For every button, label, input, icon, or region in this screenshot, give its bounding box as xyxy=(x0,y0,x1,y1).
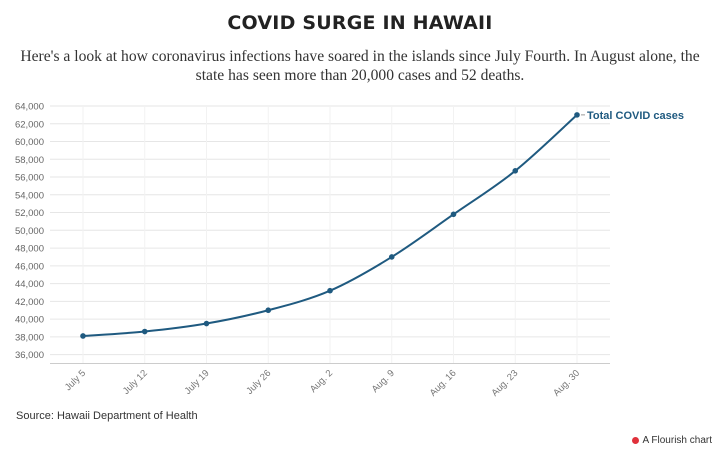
flourish-credit-label: A Flourish chart xyxy=(642,435,712,446)
y-tick-label: 46,000 xyxy=(15,261,44,272)
data-point[interactable] xyxy=(512,168,519,174)
data-point[interactable] xyxy=(141,328,148,335)
data-points xyxy=(80,112,580,339)
x-tick-label: July 5 xyxy=(63,368,88,393)
x-tick-label: Aug. 2 xyxy=(308,368,335,395)
data-point[interactable] xyxy=(327,287,333,294)
y-tick-label: 42,000 xyxy=(15,297,44,308)
y-tick-label: 40,000 xyxy=(15,315,44,326)
y-axis: 36,000 38,000 40,000 42,000 44,000 46,000 48,0… xyxy=(15,102,44,362)
data-point[interactable] xyxy=(203,320,210,327)
y-tick-label: 52,000 xyxy=(15,208,44,219)
chart-subtitle: Here's a look at how coronavirus infecti… xyxy=(20,48,700,84)
data-point[interactable] xyxy=(450,211,457,218)
flourish-logo-icon xyxy=(631,437,639,444)
y-tick-label: 54,000 xyxy=(15,190,44,201)
flourish-credit[interactable]: A Flourish chart xyxy=(631,435,712,446)
y-tick-label: 56,000 xyxy=(15,173,44,184)
x-tick-label: Aug. 30 xyxy=(551,368,582,399)
y-tick-label: 58,000 xyxy=(15,155,44,166)
y-tick-label: 60,000 xyxy=(15,137,44,148)
x-tick-label: July 12 xyxy=(121,368,150,397)
data-point[interactable] xyxy=(388,254,395,260)
data-point[interactable] xyxy=(574,112,580,118)
x-tick-label: Aug. 16 xyxy=(428,368,459,399)
source-note: Source: Hawaii Department of Health xyxy=(16,410,198,422)
y-tick-label: 64,000 xyxy=(15,102,44,113)
x-tick-label: July 19 xyxy=(183,368,212,397)
x-tick-label: Aug. 23 xyxy=(489,368,520,399)
y-tick-label: 50,000 xyxy=(15,226,44,237)
x-tick-label: July 26 xyxy=(244,368,273,397)
y-tick-label: 62,000 xyxy=(15,119,44,130)
x-tick-label: Aug. 9 xyxy=(370,368,397,395)
data-point[interactable] xyxy=(265,307,272,314)
series-label-total-covid-cases: Total COVID cases xyxy=(587,110,684,122)
series-line-total-covid-cases xyxy=(82,114,578,337)
data-point[interactable] xyxy=(80,333,86,339)
y-tick-label: 36,000 xyxy=(15,350,44,361)
y-tick-label: 38,000 xyxy=(15,332,44,343)
gridlines xyxy=(50,105,610,364)
y-tick-label: 48,000 xyxy=(15,244,44,255)
chart-title: COVID SURGE IN HAWAII xyxy=(227,12,493,34)
y-tick-label: 44,000 xyxy=(15,279,44,290)
x-axis: July 5 July 12 July 19 July 26 Aug. 2 Aug. 9 A… xyxy=(63,368,582,399)
